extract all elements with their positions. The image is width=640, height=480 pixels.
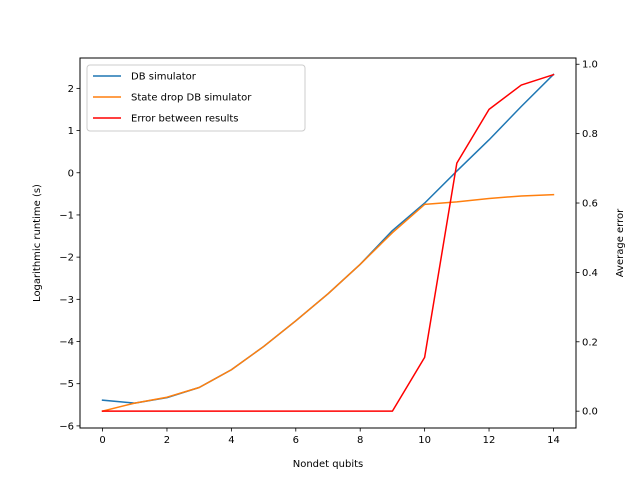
series-line-1 xyxy=(101,193,555,413)
y-tick-label: −6 xyxy=(59,421,74,432)
x-tick-label: 0 xyxy=(99,435,105,446)
y-axis-label: Logarithmic runtime (s) xyxy=(32,184,43,302)
y2-tick-label: 0.0 xyxy=(582,407,598,418)
y2-tick-label: 0.6 xyxy=(582,199,598,210)
y-tick-label: 0 xyxy=(68,168,74,179)
y2-tick-label: 0.2 xyxy=(582,337,598,348)
y2-tick-label: 1.0 xyxy=(582,60,598,71)
y-tick-label: −3 xyxy=(59,295,74,306)
legend-label-2: Error between results xyxy=(131,114,238,125)
legend-label-1: State drop DB simulator xyxy=(131,93,252,104)
x-tick-label: 14 xyxy=(547,435,560,446)
x-tick-label: 8 xyxy=(357,435,363,446)
x-tick-label: 12 xyxy=(483,435,496,446)
plot-frame xyxy=(79,57,577,429)
x-tick-label: 6 xyxy=(293,435,299,446)
y-tick-label: −1 xyxy=(59,210,74,221)
x-tick-label: 4 xyxy=(228,435,234,446)
y-tick-label: −4 xyxy=(59,337,74,348)
x-tick-label: 2 xyxy=(164,435,170,446)
y2-axis-label: Average error xyxy=(615,208,626,277)
y-tick-label: 2 xyxy=(68,84,74,95)
y-tick-label: −5 xyxy=(59,379,74,390)
series-line-2 xyxy=(101,73,555,412)
legend-label-0: DB simulator xyxy=(131,72,197,83)
x-tick-label: 10 xyxy=(418,435,431,446)
y-tick-label: 1 xyxy=(68,126,74,137)
plot-marks xyxy=(101,73,555,413)
axis-ticks: 0 2 4 6 8 10 12 14−6−5−4−3−2−10120.00.20.40.60.… xyxy=(59,60,598,446)
x-axis-label: Nondet qubits xyxy=(293,459,363,470)
y2-tick-label: 0.8 xyxy=(582,129,598,140)
y2-tick-label: 0.4 xyxy=(582,268,598,279)
legend: DB simulator State drop DB simulator Error… xyxy=(86,64,306,132)
legend-box xyxy=(86,64,306,132)
y-tick-label: −2 xyxy=(59,253,74,264)
